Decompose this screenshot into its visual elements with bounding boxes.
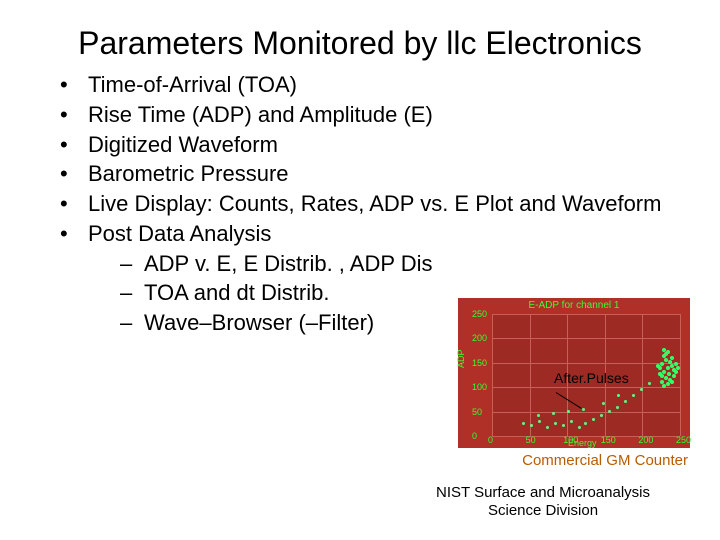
y-tick-label: 50 bbox=[472, 407, 482, 417]
bullet-text: Post Data Analysis bbox=[88, 221, 271, 246]
y-axis-label: ADP bbox=[456, 349, 466, 368]
afterpulses-label: After.Pulses bbox=[554, 370, 629, 386]
chart-caption: Commercial GM Counter bbox=[522, 452, 688, 469]
bullet-item: Digitized Waveform bbox=[60, 130, 680, 160]
y-tick-label: 0 bbox=[472, 431, 477, 441]
x-tick-label: 250 bbox=[676, 435, 691, 449]
y-tick-label: 250 bbox=[472, 309, 487, 319]
sub-bullet-item: ADP v. E, E Distrib. , ADP Dis bbox=[120, 249, 680, 279]
y-tick-label: 100 bbox=[472, 382, 487, 392]
x-tick-label: 50 bbox=[526, 435, 536, 449]
footer-caption: NIST Surface and Microanalysis Science D… bbox=[436, 484, 650, 520]
x-tick-label: 200 bbox=[638, 435, 653, 449]
x-tick-label: 100 bbox=[563, 435, 578, 449]
scatter-chart: E-ADP for channel 1 ADP Energy 050100150… bbox=[458, 298, 690, 448]
bullet-item: Live Display: Counts, Rates, ADP vs. E P… bbox=[60, 189, 680, 219]
y-tick-label: 150 bbox=[472, 358, 487, 368]
bullet-item: Rise Time (ADP) and Amplitude (E) bbox=[60, 100, 680, 130]
bullet-item: Barometric Pressure bbox=[60, 159, 680, 189]
slide-title: Parameters Monitored by llc Electronics bbox=[0, 0, 720, 70]
footer-line: NIST Surface and Microanalysis bbox=[436, 484, 650, 501]
bullet-item: Time-of-Arrival (TOA) bbox=[60, 70, 680, 100]
footer-line: Science Division bbox=[488, 502, 598, 519]
y-tick-label: 200 bbox=[472, 333, 487, 343]
chart-title: E-ADP for channel 1 bbox=[458, 298, 690, 311]
x-tick-label: 0 bbox=[488, 435, 493, 449]
x-tick-label: 150 bbox=[601, 435, 616, 449]
